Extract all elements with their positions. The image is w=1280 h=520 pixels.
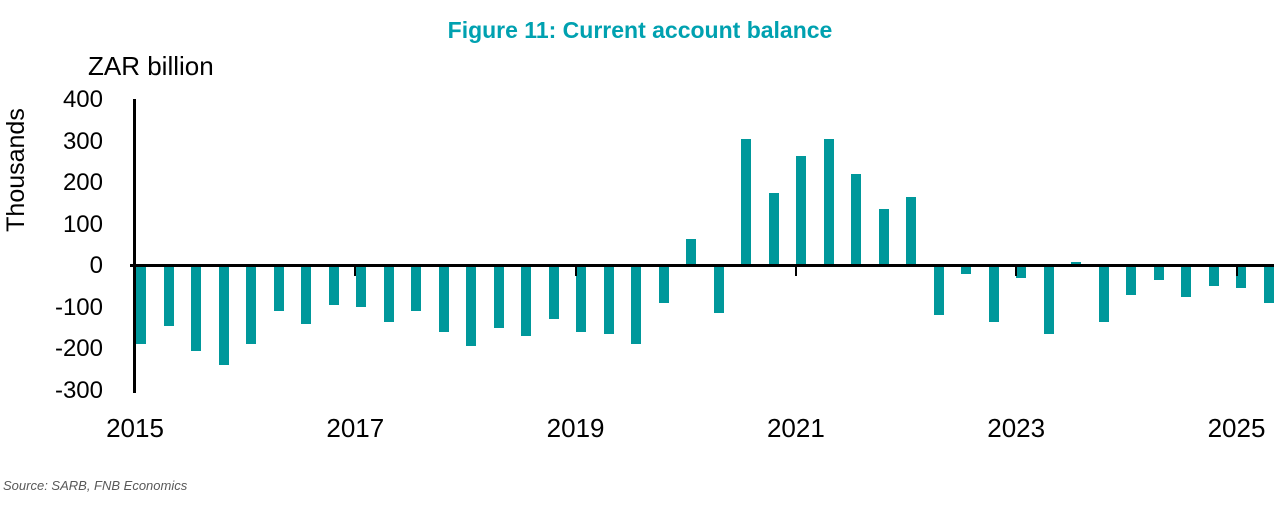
- bar-2018-q2: [493, 265, 504, 328]
- bar-2020-q4: [768, 192, 779, 266]
- bar-2025-q1: [1236, 265, 1246, 289]
- x-tick-2021: [794, 265, 797, 276]
- x-axis-label-2017: 2017: [326, 413, 385, 443]
- bar-2016-q2: [273, 265, 284, 312]
- bar-2018-q4: [548, 265, 559, 320]
- x-tick-2023: [1015, 265, 1018, 276]
- bar-2018-q3: [521, 265, 531, 337]
- bar-2023-q2: [1043, 265, 1054, 334]
- bar-2017-q2: [383, 265, 394, 322]
- x-tick-2019: [574, 265, 577, 276]
- plot-area: 2015 2017 2019 2021 2023 2025: [106, 99, 1274, 443]
- bar-2023-q4: [1098, 265, 1109, 322]
- y-tick-label-200: 200: [62, 169, 103, 196]
- bar-2024-q2: [1153, 265, 1164, 281]
- bar-2021-q4: [878, 209, 889, 266]
- bar-2020-q1: [686, 238, 696, 266]
- x-axis-label-2019: 2019: [546, 413, 605, 443]
- bar-2015-q4: [218, 265, 229, 366]
- y-tick-label--200: -200: [54, 335, 103, 362]
- bar-2016-q3: [301, 265, 311, 324]
- bar-2017-q1: [356, 265, 366, 307]
- x-axis-label-2015: 2015: [106, 413, 164, 443]
- bar-2016-q1: [246, 265, 256, 345]
- bar-2021-q2: [823, 138, 834, 266]
- chart-title: Figure 11: Current account balance: [447, 17, 833, 43]
- y-tick-label-400: 400: [62, 86, 103, 113]
- y-axis-title: ZAR billion: [88, 51, 214, 81]
- y-axis-line: [133, 99, 136, 393]
- x-axis-label-2025: 2025: [1207, 413, 1266, 443]
- y-tick-label-0: 0: [89, 252, 103, 279]
- bar-2024-q1: [1126, 265, 1136, 295]
- bar-2022-q4: [988, 265, 999, 322]
- x-axis-line: [130, 264, 1274, 267]
- bar-2019-q4: [658, 265, 669, 303]
- bar-2022-q1: [906, 197, 916, 266]
- bar-2023-q1: [1016, 265, 1026, 278]
- bar-2020-q3: [741, 138, 751, 266]
- bar-2019-q2: [603, 265, 614, 334]
- x-axis-label-2023: 2023: [987, 413, 1046, 443]
- bar-2018-q1: [466, 265, 476, 347]
- bar-2016-q4: [328, 265, 339, 305]
- bar-2017-q4: [438, 265, 449, 332]
- bar-2015-q1: [136, 265, 146, 345]
- bar-2019-q1: [576, 265, 586, 332]
- bar-2020-q2: [713, 265, 724, 314]
- bar-2024-q4: [1208, 265, 1219, 287]
- y-tick-label--100: -100: [54, 293, 103, 321]
- bar-2022-q2: [933, 265, 944, 316]
- bar-2021-q3: [851, 174, 861, 266]
- bar-2024-q3: [1181, 265, 1191, 297]
- bar-2019-q3: [631, 265, 641, 345]
- bar-2017-q3: [411, 265, 421, 312]
- source-note: Source: SARB, FNB Economics: [3, 478, 188, 493]
- y-tick-label-100: 100: [62, 210, 103, 238]
- x-tick-2017: [354, 265, 357, 276]
- bar-2025-q2: [1263, 265, 1274, 303]
- bar-2015-q3: [191, 265, 201, 351]
- y-tick-label-300: 300: [62, 127, 103, 155]
- bar-2021-q1: [796, 155, 806, 266]
- bar-2015-q2: [163, 265, 174, 326]
- x-axis-label-2021: 2021: [766, 413, 825, 443]
- y-tick-label--300: -300: [54, 376, 103, 404]
- bar-2022-q3: [961, 265, 971, 274]
- y-axis-tick-labels: 400 300 200 100 0 -100 -200 -300: [18, 86, 103, 404]
- x-tick-2025: [1235, 265, 1238, 276]
- bar-2023-q3: [1071, 262, 1081, 266]
